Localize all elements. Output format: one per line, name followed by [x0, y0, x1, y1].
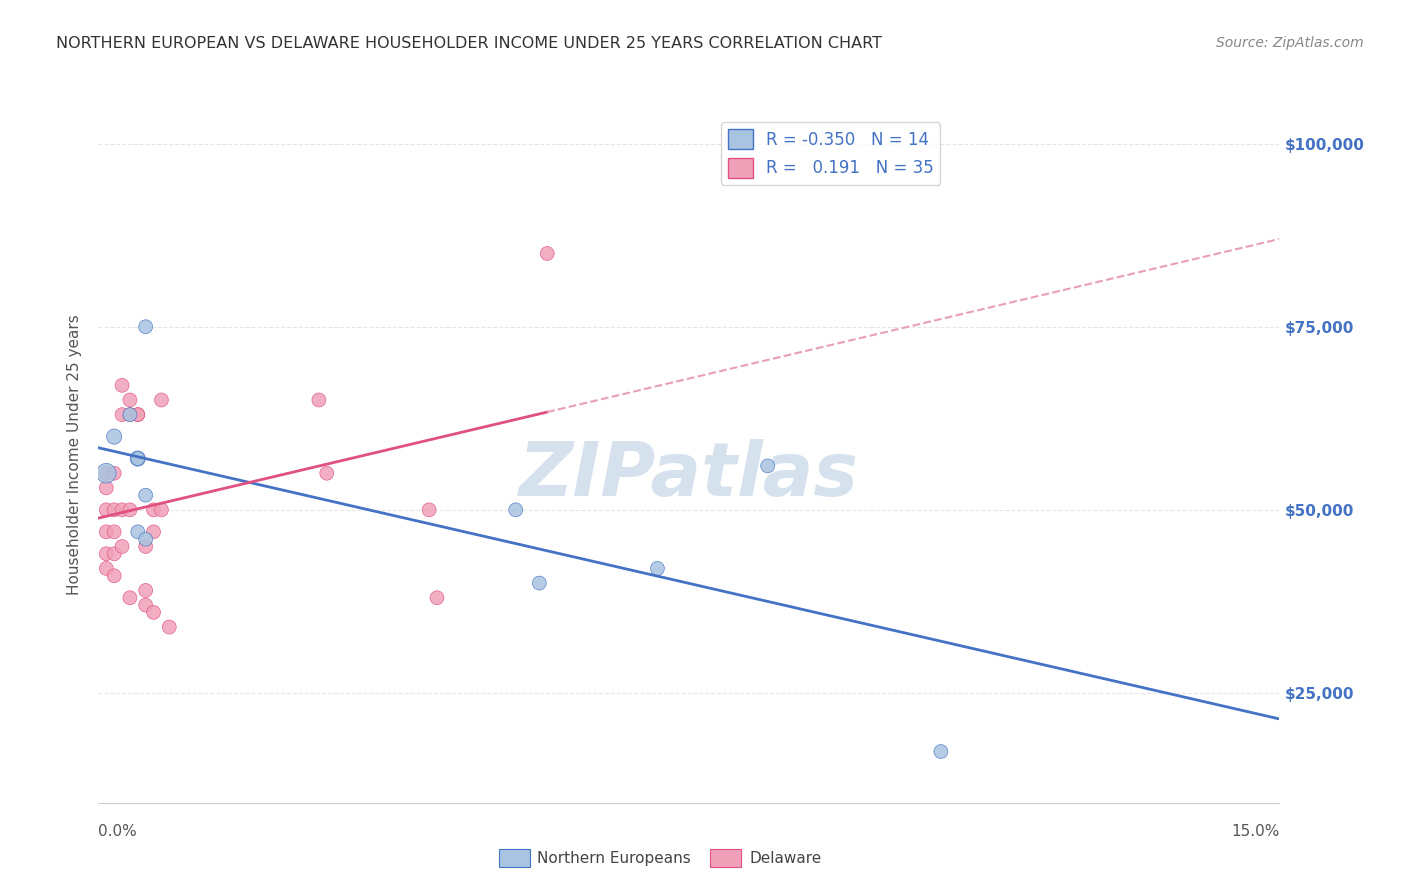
Point [647, 561, 669, 575]
Point [308, 392, 330, 407]
Point [142, 503, 165, 517]
Point [315, 467, 337, 481]
Point [96, 561, 118, 575]
Point [142, 524, 165, 539]
Point [103, 524, 125, 539]
Point [127, 408, 149, 422]
Point [135, 540, 157, 554]
Point [118, 503, 141, 517]
Text: Delaware: Delaware [749, 851, 821, 865]
Text: NORTHERN EUROPEAN VS DELAWARE HOUSEHOLDER INCOME UNDER 25 YEARS CORRELATION CHAR: NORTHERN EUROPEAN VS DELAWARE HOUSEHOLDE… [56, 36, 882, 51]
Point [96, 503, 118, 517]
Point [529, 576, 551, 591]
Text: 0.0%: 0.0% [98, 823, 138, 838]
Point [103, 503, 125, 517]
Point [96, 547, 118, 561]
Point [118, 408, 141, 422]
Text: Source: ZipAtlas.com: Source: ZipAtlas.com [1216, 36, 1364, 50]
Point [127, 408, 149, 422]
Point [103, 467, 125, 481]
Point [505, 503, 527, 517]
Text: Northern Europeans: Northern Europeans [537, 851, 690, 865]
Point [118, 408, 141, 422]
Point [111, 408, 134, 422]
Text: 15.0%: 15.0% [1232, 823, 1279, 838]
Point [127, 451, 149, 466]
Point [103, 429, 125, 443]
Point [150, 503, 173, 517]
Point [135, 583, 157, 598]
Point [135, 488, 157, 502]
Point [111, 378, 134, 392]
Point [103, 568, 125, 582]
Legend: R = -0.350   N = 14, R =   0.191   N = 35: R = -0.350 N = 14, R = 0.191 N = 35 [721, 122, 941, 185]
Point [127, 451, 149, 466]
Point [96, 481, 118, 495]
Point [157, 620, 180, 634]
Point [426, 591, 449, 605]
Text: ZIPatlas: ZIPatlas [519, 439, 859, 512]
Point [418, 503, 440, 517]
Point [118, 591, 141, 605]
Point [111, 540, 134, 554]
Point [96, 524, 118, 539]
Point [96, 467, 118, 481]
Point [135, 598, 157, 612]
Point [135, 532, 157, 546]
Point [536, 246, 558, 260]
Point [118, 392, 141, 407]
Point [929, 745, 952, 759]
Point [142, 606, 165, 620]
Y-axis label: Householder Income Under 25 years: Householder Income Under 25 years [67, 315, 83, 595]
Point [127, 524, 149, 539]
Point [135, 319, 157, 334]
Point [96, 467, 118, 481]
Point [756, 458, 779, 473]
Point [150, 392, 173, 407]
Point [103, 547, 125, 561]
Point [111, 503, 134, 517]
